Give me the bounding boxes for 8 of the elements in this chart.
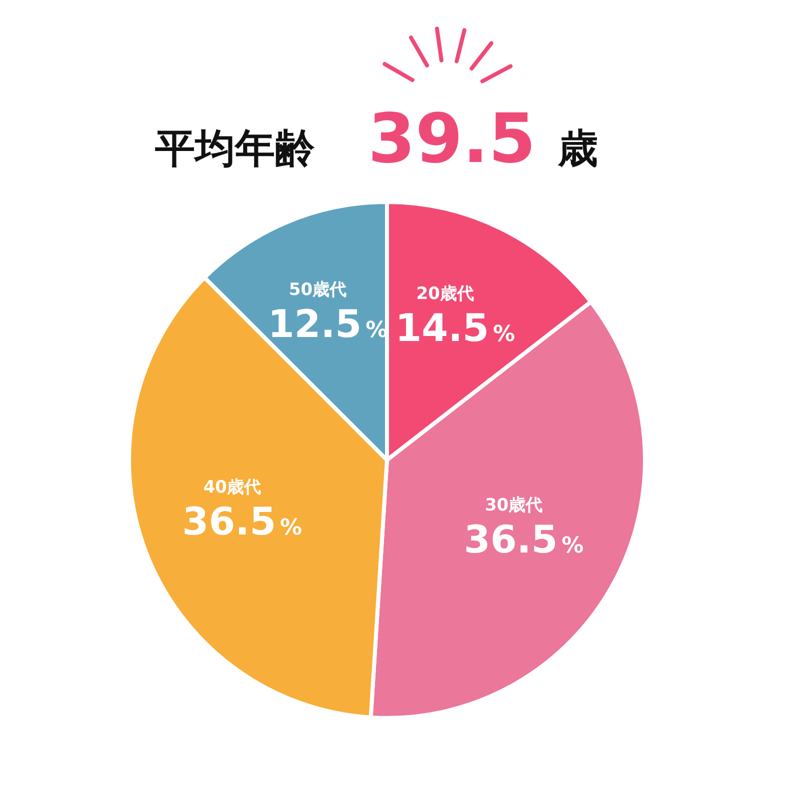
slice-label: 50歳代 (288, 280, 347, 300)
slice-label: 30歳代 (484, 495, 543, 516)
slice-label: 40歳代 (203, 478, 262, 498)
data-label: 36.5% (464, 517, 584, 562)
chart-title: 平均年齢 39.5 歳 (155, 100, 598, 179)
slice-label: 20歳代 (416, 284, 474, 304)
data-label: 36.5% (182, 500, 302, 544)
data-label: 14.5% (395, 306, 516, 350)
